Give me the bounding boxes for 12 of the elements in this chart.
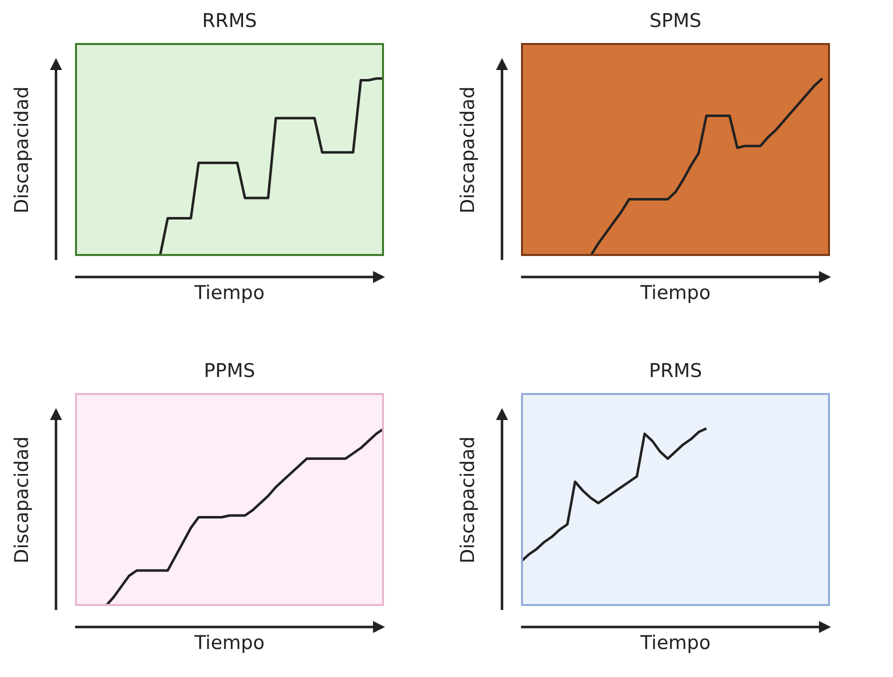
y-axis-title: Discapacidad [457,86,479,214]
chart-title: PRMS [648,360,704,382]
y-axis-title: Discapacidad [457,436,479,564]
chart-title: RRMS [201,10,258,32]
chart-title: PPMS [202,360,256,382]
chart-title: SPMS [648,10,702,32]
x-axis-title: Tiempo [193,632,266,654]
y-axis-title: Discapacidad [11,86,33,214]
x-axis-title: Tiempo [193,282,266,304]
x-axis-title: Tiempo [639,632,712,654]
y-axis-title: Discapacidad [11,436,33,564]
x-axis-title: Tiempo [639,282,712,304]
